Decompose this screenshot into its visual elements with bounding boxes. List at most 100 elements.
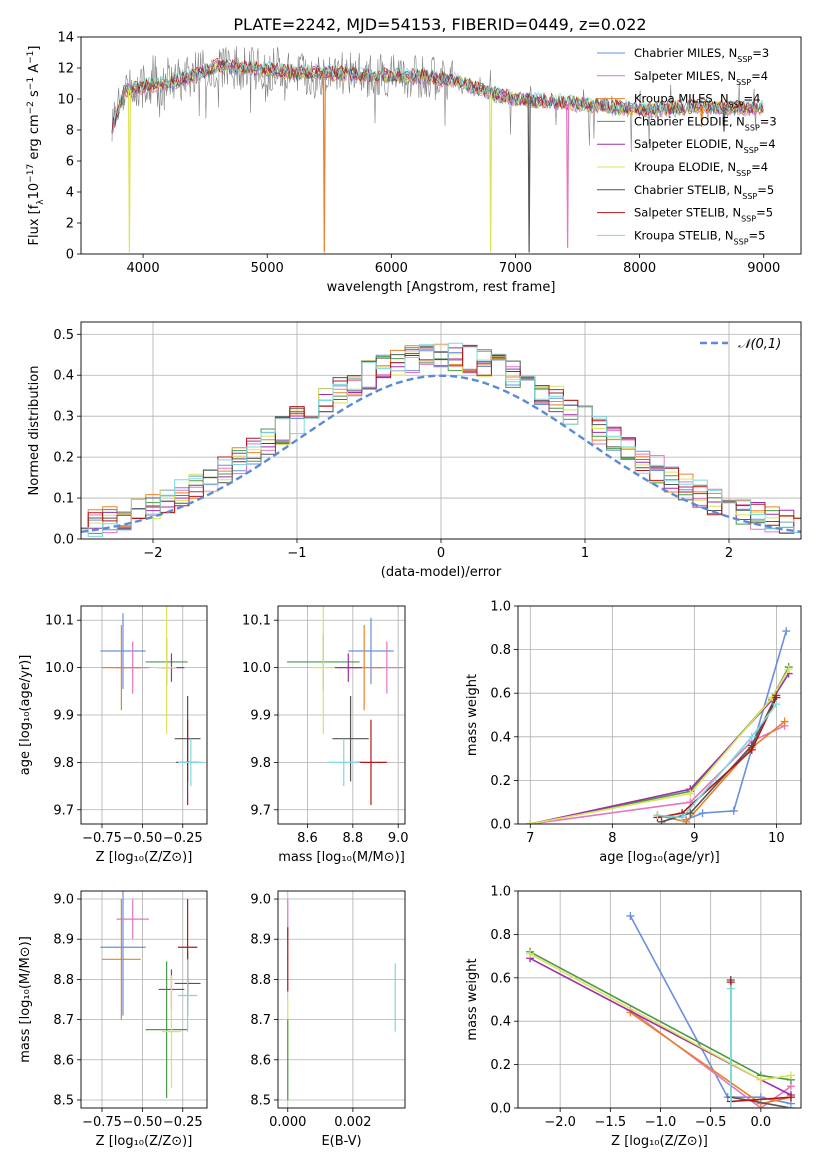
axes-frame (80, 36, 802, 255)
legend-label-suffix: =4 (759, 137, 776, 151)
legend-label-sub: SSP (741, 214, 756, 223)
y-axis-label-part: A (27, 64, 42, 77)
data-point (287, 918, 289, 920)
residual-histogram-7 (81, 344, 801, 534)
y-tick-label: 8.7 (53, 1013, 74, 1028)
weight-marker (653, 811, 662, 820)
model-spectrum-line-4 (111, 60, 764, 134)
data-point (370, 650, 372, 652)
x-tick-label: −0.50 (122, 831, 162, 846)
x-tick-label: 5000 (251, 261, 284, 276)
data-point (370, 761, 372, 763)
y-axis-label-part: λ (36, 199, 46, 205)
legend-label-1: Chabrier MILES, NSSP=3 (634, 46, 769, 64)
weight-marker (726, 1104, 735, 1108)
y-tick-label: 0.2 (490, 1058, 511, 1073)
x-tick-label: 9.0 (388, 831, 409, 846)
y-axis-label-part: Flux [f (27, 204, 42, 245)
data-point (166, 1029, 168, 1031)
x-axis-label: Z [log₁₀(Z/Z⊙)] (96, 1134, 193, 1149)
residual-histogram-9 (81, 342, 801, 537)
y-tick-label: 9.9 (53, 709, 74, 724)
axes: −0.75 −0.50 −0.25 8.5 8.6 8.7 8.8 8.9 9.0 Z [log₁… (18, 890, 208, 1149)
y-tick-label: 0.6 (490, 971, 511, 986)
axes: 4000 5000 6000 7000 8000 9000 0 2 4 6 8 10 12 14 wavel… (26, 31, 802, 295)
data-point (190, 761, 192, 763)
weight-line-6 (530, 668, 790, 824)
y-tick-label: 8.6 (250, 1053, 271, 1068)
y-tick-label: 9.8 (250, 756, 271, 771)
axes: −2 −1 0 1 2 0.0 0.1 0.2 0.3 0.4 0.5 (data-model)/er… (27, 321, 802, 580)
x-tick-label: 2 (725, 546, 733, 561)
weight-marker (782, 627, 791, 636)
y-axis-label: Flux [fλ10−17 erg cm−2 s−1 A−1] (26, 46, 46, 246)
data-point (120, 667, 122, 669)
y-axis-label-part: ] (27, 46, 42, 51)
y-tick-label: 0.2 (53, 451, 74, 466)
data-point (187, 994, 189, 997)
x-tick-label: 8.6 (297, 831, 318, 846)
weight-marker (526, 820, 535, 824)
legend-label-sub: SSP (744, 146, 759, 155)
weight-marker (726, 984, 735, 993)
x-axis-label: mass [log₁₀(M/M⊙)] (278, 850, 405, 865)
y-tick-label: 6 (66, 155, 74, 170)
legend-label-name: Salpeter MILES, N (634, 69, 736, 83)
y-tick-label: 0 (66, 248, 74, 263)
x-tick-label: −1.0 (645, 1115, 677, 1130)
legend-label-sub: SSP (742, 191, 757, 200)
legend-label-suffix: =4 (744, 92, 761, 106)
legend-label-suffix: =3 (752, 46, 769, 60)
residual-histogram-8 (81, 345, 801, 529)
y-tick-label: 8.5 (250, 1093, 271, 1108)
residuals-histogram-panel: −2 −1 0 1 2 0.0 0.1 0.2 0.3 0.4 0.5 (data-model)/er… (27, 321, 802, 580)
y-tick-label: 0.4 (490, 730, 511, 745)
x-tick-label: −2.0 (544, 1115, 576, 1130)
model-spectrum-line-8 (111, 57, 764, 132)
x-tick-label: −0.25 (163, 1115, 203, 1130)
y-axis-label-part: −2 (26, 101, 36, 114)
x-tick-label: 8 (608, 831, 616, 846)
y-tick-label: 4 (66, 186, 74, 201)
legend-label-name: Salpeter STELIB, N (634, 206, 741, 220)
y-tick-label: 9.7 (53, 803, 74, 818)
y-tick-label: 8 (66, 124, 74, 139)
legend-label-2: Salpeter MILES, NSSP=4 (634, 69, 768, 87)
y-tick-label: 8.9 (53, 933, 74, 948)
axes: 7 8 9 10 0.0 0.2 0.4 0.6 0.8 1.0 age [log₁₀(age/yr… (465, 600, 802, 865)
residual-histogram-2 (81, 343, 801, 534)
x-tick-label: −1 (287, 546, 306, 561)
y-tick-label: 10.1 (45, 614, 74, 629)
data-point (122, 650, 124, 652)
y-tick-label: 8.6 (53, 1053, 74, 1068)
y-tick-label: 8.9 (250, 933, 271, 948)
y-axis-label: mass weight (465, 958, 480, 1040)
y-tick-label: 8.5 (53, 1093, 74, 1108)
x-tick-label: 7 (526, 831, 534, 846)
y-tick-label: 0.4 (53, 369, 74, 384)
normal-reference-curve (81, 374, 801, 533)
weight-vs-metallicity-panel: −2.0 −1.5 −1.0 −0.5 0.0 0.0 0.2 0.4 0.6 0.8 1.0 Z [… (465, 885, 802, 1149)
weight-vs-age-panel: 7 8 9 10 0.0 0.2 0.4 0.6 0.8 1.0 age [log₁₀(age/yr… (465, 600, 802, 865)
x-tick-label: 0.002 (334, 1115, 371, 1130)
legend-label-normal: 𝒩(0,1) (738, 337, 781, 352)
data-point (347, 667, 349, 669)
weight-marker (786, 1104, 795, 1108)
legend-label-name: Kroupa MILES, N (634, 92, 729, 106)
age-vs-metallicity-panel: −0.75 −0.50 −0.25 9.7 9.8 9.9 10.0 10.1 Z [log₁₀… (18, 605, 208, 865)
weight-marker (626, 911, 635, 920)
x-axis-label: (data-model)/error (381, 565, 502, 580)
x-tick-label: −2 (143, 546, 162, 561)
y-tick-label: 8.8 (250, 973, 271, 988)
weight-marker (729, 806, 738, 815)
legend-label-sub: SSP (736, 169, 751, 178)
spectrum-panel: 4000 5000 6000 7000 8000 9000 0 2 4 6 8 10 12 14 wavel… (26, 31, 802, 295)
model-spectrum-line-9 (111, 60, 764, 132)
data-point (349, 738, 352, 740)
x-tick-label: 1 (581, 546, 589, 561)
y-tick-label: 0.4 (490, 1015, 511, 1030)
model-spectrum-line-3 (111, 62, 764, 135)
y-tick-label: 0.0 (490, 1102, 511, 1117)
x-tick-label: −0.75 (82, 1115, 122, 1130)
weight-marker (756, 1075, 765, 1084)
